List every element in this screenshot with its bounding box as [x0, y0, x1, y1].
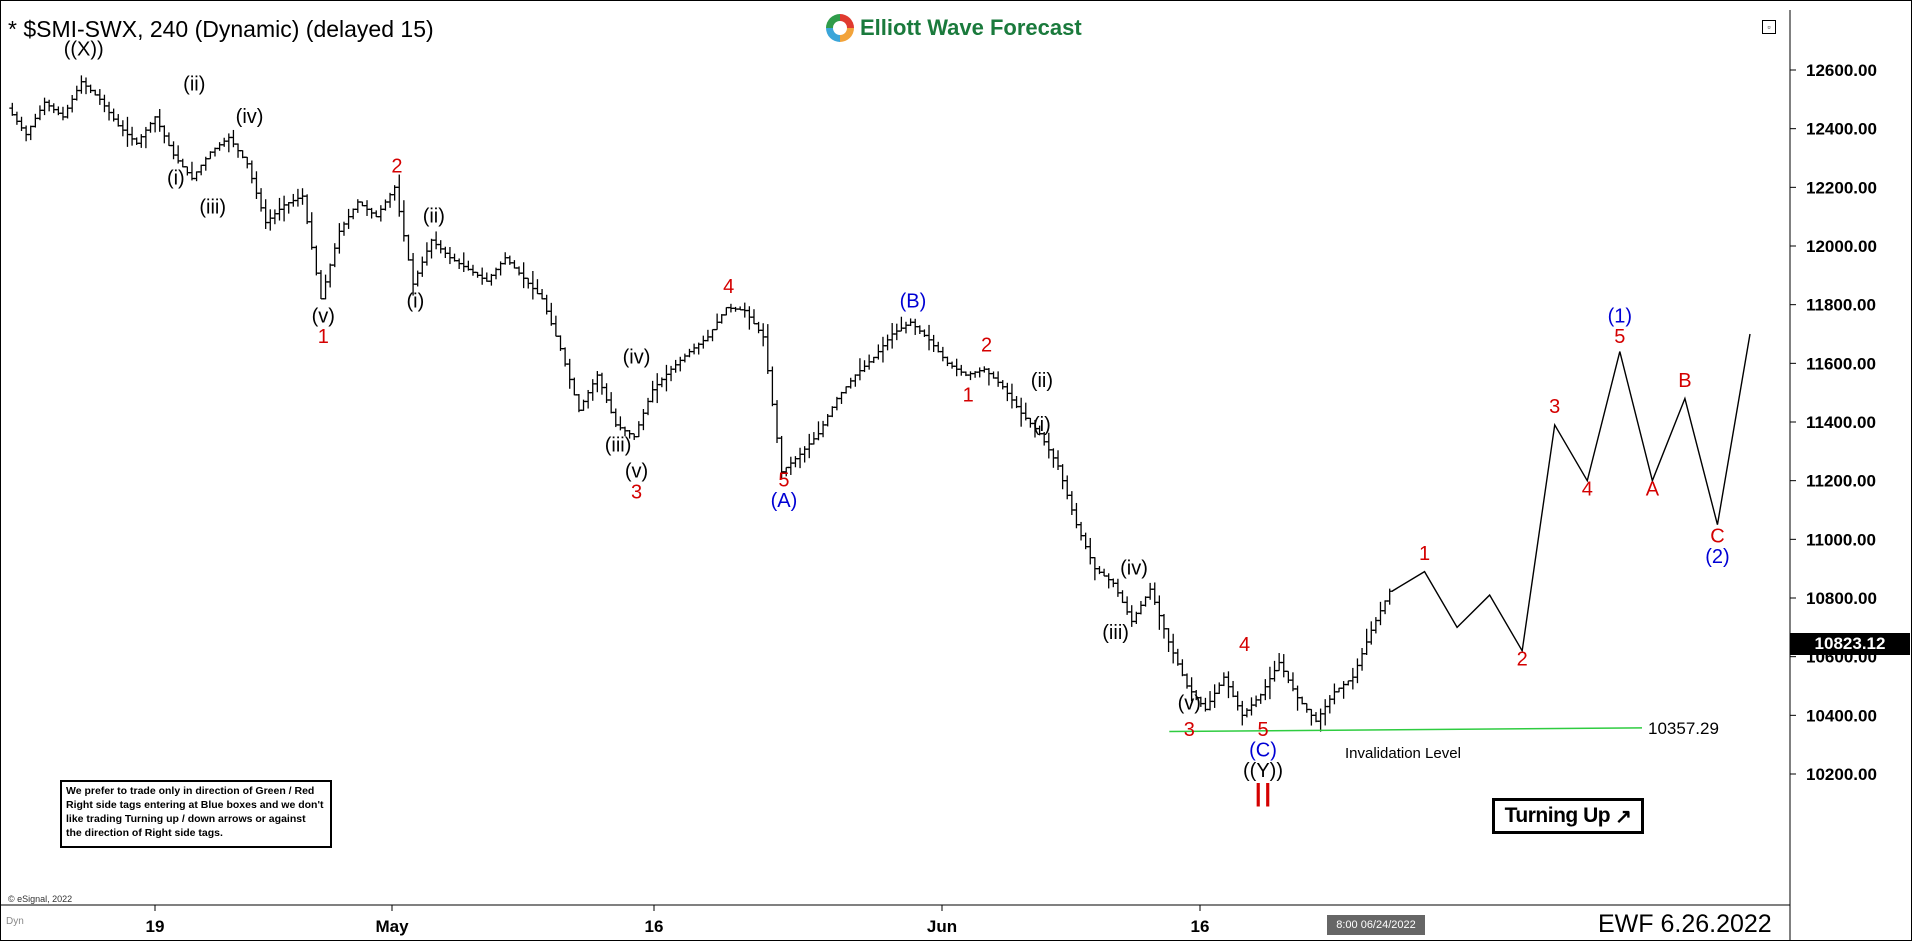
y-tick-label: 11400.00 — [1806, 413, 1876, 432]
wave-label: 1 — [318, 326, 329, 348]
y-tick-label: 12200.00 — [1806, 178, 1877, 197]
y-tick-label: 10800.00 — [1806, 589, 1877, 608]
turning-up-label: Turning Up — [1504, 804, 1611, 827]
note-line: We prefer to trade only in direction of … — [66, 785, 315, 797]
wave-label: 1 — [963, 384, 974, 406]
projection-wave-label: 2 — [1517, 648, 1528, 670]
wave-label: (v) — [625, 461, 648, 483]
copyright: © eSignal, 2022 — [8, 894, 73, 904]
projection-wave-label: 4 — [1582, 478, 1593, 500]
logo-icon — [826, 14, 854, 42]
wave-label: (iii) — [605, 434, 632, 456]
ewf-date: EWF 6.26.2022 — [1598, 910, 1772, 938]
invalidation-label: Invalidation Level — [1345, 745, 1461, 762]
wave-label: (iv) — [1120, 558, 1148, 580]
wave-label: (iii) — [199, 197, 226, 219]
note-line: the direction of Right side tags. — [66, 827, 223, 839]
projection-wave-label: C — [1710, 525, 1724, 547]
projection-wave-label: 1 — [1419, 543, 1430, 565]
invalidation-value: 10357.29 — [1648, 719, 1719, 738]
wave-label: 5 — [1257, 719, 1268, 741]
maximize-icon[interactable]: ▫ — [1762, 20, 1776, 34]
wave-label: 2 — [981, 335, 992, 357]
projection-wave-label: 5 — [1614, 326, 1625, 348]
wave-label: (ii) — [1031, 370, 1053, 392]
y-tick-label: 12400.00 — [1806, 120, 1877, 139]
wave-label: (C) — [1249, 739, 1277, 761]
projection-wave-label: (1) — [1608, 305, 1632, 327]
note-line: like trading Turning up / down arrows or… — [66, 813, 306, 825]
last-price-tag: 10823.12 — [1790, 633, 1910, 655]
wave-label: 3 — [631, 481, 642, 503]
x-tick-label: May — [375, 917, 409, 936]
wave-label: (i) — [407, 291, 425, 313]
wave-label: (iv) — [236, 106, 264, 128]
y-tick-label: 10200.00 — [1806, 765, 1877, 784]
elliott-wave-logo: Elliott Wave Forecast — [826, 14, 1082, 42]
chart-title: * $SMI-SWX, 240 (Dynamic) (delayed 15) — [8, 16, 434, 42]
arrow-up-right-icon: ↗ — [1615, 805, 1632, 828]
wave-label: (ii) — [423, 206, 445, 228]
wave-label: II — [1254, 776, 1273, 814]
y-tick-label: 12000.00 — [1806, 237, 1877, 256]
x-tick-label: Jun — [927, 917, 957, 936]
x-tick-label: 19 — [146, 917, 165, 936]
wave-label: 5 — [778, 470, 789, 492]
dyn-label: Dyn — [6, 916, 24, 927]
wave-label: (i) — [167, 167, 185, 189]
wave-label: 2 — [391, 156, 402, 178]
invalidation-line — [1169, 727, 1643, 733]
projection-wave-label: 3 — [1549, 396, 1560, 418]
wave-label: (A) — [771, 490, 798, 512]
wave-label: (v) — [312, 305, 335, 327]
wave-label: (iv) — [623, 346, 651, 368]
x-tick-label: 16 — [1191, 917, 1210, 936]
turning-up-badge: Turning Up ↗ — [1492, 798, 1644, 834]
wave-label: 4 — [723, 276, 734, 298]
wave-label: (ii) — [183, 74, 205, 96]
y-tick-label: 11200.00 — [1806, 472, 1876, 491]
wave-label: (iii) — [1102, 622, 1129, 644]
wave-label: (B) — [900, 291, 927, 313]
wave-label: (i) — [1033, 414, 1051, 436]
logo-text: Elliott Wave Forecast — [860, 15, 1082, 40]
projection-wave-label: (2) — [1705, 546, 1729, 568]
trading-note: We prefer to trade only in direction of … — [60, 780, 332, 848]
y-tick-label: 11000.00 — [1806, 530, 1876, 549]
cursor-date: 8:00 06/24/2022 — [1327, 915, 1425, 935]
wave-label: (v) — [1178, 692, 1201, 714]
y-tick-label: 11800.00 — [1806, 296, 1876, 315]
wave-label: ((X)) — [64, 38, 104, 60]
note-line: Right side tags entering at Blue boxes a… — [66, 799, 324, 811]
projection-path — [1391, 333, 1751, 653]
y-tick-label: 10400.00 — [1806, 706, 1877, 725]
y-tick-label: 11600.00 — [1806, 354, 1876, 373]
projection-wave-label: B — [1678, 370, 1691, 392]
wave-label: 4 — [1239, 634, 1250, 656]
x-tick-label: 16 — [645, 917, 664, 936]
wave-label: 3 — [1184, 719, 1195, 741]
wave-label: ((Y)) — [1243, 760, 1283, 782]
projection-wave-label: A — [1646, 478, 1660, 500]
y-tick-label: 12600.00 — [1806, 61, 1877, 80]
